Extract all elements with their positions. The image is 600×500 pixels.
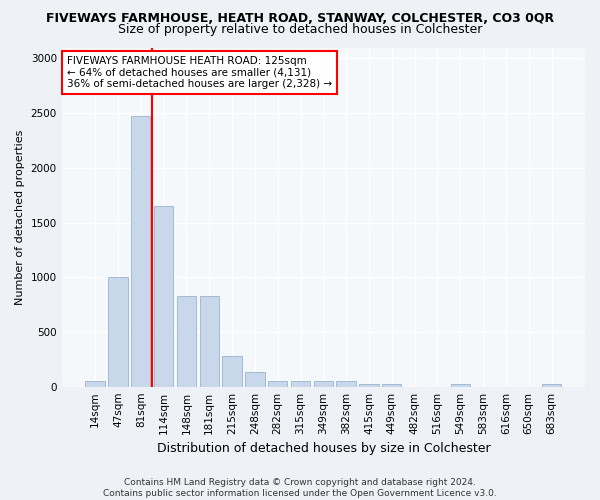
Bar: [291, 381, 310, 386]
Bar: [542, 384, 561, 386]
Bar: [200, 296, 219, 386]
Bar: [154, 206, 173, 386]
Bar: [131, 116, 151, 386]
Y-axis label: Number of detached properties: Number of detached properties: [15, 130, 25, 305]
Bar: [382, 384, 401, 386]
Bar: [451, 384, 470, 386]
Text: Size of property relative to detached houses in Colchester: Size of property relative to detached ho…: [118, 22, 482, 36]
Bar: [85, 380, 105, 386]
Text: FIVEWAYS FARMHOUSE, HEATH ROAD, STANWAY, COLCHESTER, CO3 0QR: FIVEWAYS FARMHOUSE, HEATH ROAD, STANWAY,…: [46, 12, 554, 26]
Bar: [245, 372, 265, 386]
X-axis label: Distribution of detached houses by size in Colchester: Distribution of detached houses by size …: [157, 442, 490, 455]
Bar: [108, 278, 128, 386]
Bar: [223, 356, 242, 386]
Text: Contains HM Land Registry data © Crown copyright and database right 2024.
Contai: Contains HM Land Registry data © Crown c…: [103, 478, 497, 498]
Bar: [268, 381, 287, 386]
Bar: [314, 381, 333, 386]
Text: FIVEWAYS FARMHOUSE HEATH ROAD: 125sqm
← 64% of detached houses are smaller (4,13: FIVEWAYS FARMHOUSE HEATH ROAD: 125sqm ← …: [67, 56, 332, 89]
Bar: [337, 381, 356, 386]
Bar: [359, 384, 379, 386]
Bar: [177, 296, 196, 386]
